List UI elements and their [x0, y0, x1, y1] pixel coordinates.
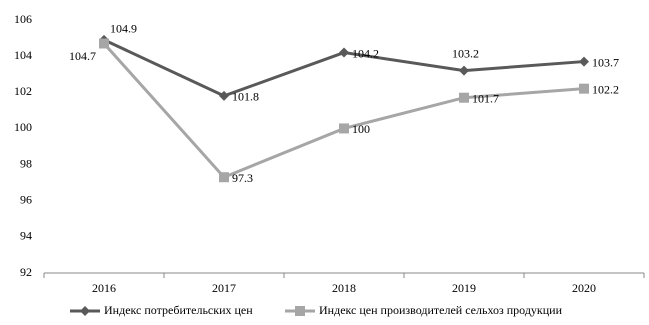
series-line	[102, 42, 585, 180]
y-tick-label: 104	[14, 48, 32, 62]
point	[579, 83, 589, 94]
data-label: 101.7	[472, 91, 499, 105]
point	[459, 92, 469, 103]
point	[339, 47, 349, 58]
legend-marker	[80, 306, 90, 316]
data-label: 103.7	[592, 55, 619, 69]
data-label: 97.3	[232, 171, 253, 185]
point	[219, 90, 229, 101]
legend-label: Индекс цен производителей сельхоз продук…	[319, 303, 563, 317]
data-label: 104.7	[69, 49, 96, 63]
point	[99, 38, 109, 49]
x-tick-label: 2020	[572, 281, 596, 295]
y-tick-label: 94	[20, 229, 32, 243]
data-label: 101.8	[232, 90, 259, 104]
y-tick-label: 100	[14, 120, 32, 134]
data-label: 103.2	[452, 46, 479, 60]
legend-marker	[295, 306, 305, 316]
legend-label: Индекс потребительских цен	[104, 303, 253, 317]
data-label: 100	[352, 122, 370, 136]
point	[339, 123, 349, 134]
y-tick-label: 96	[20, 192, 32, 206]
x-tick-label: 2017	[212, 281, 236, 295]
y-tick-label: 106	[14, 12, 32, 26]
y-tick-label: 92	[20, 265, 32, 279]
point	[459, 65, 469, 76]
x-tick-label: 2019	[452, 281, 476, 295]
point	[219, 172, 229, 183]
y-tick-label: 98	[20, 156, 32, 170]
data-label: 104.9	[110, 22, 137, 36]
x-tick-label: 2016	[92, 281, 116, 295]
x-tick-label: 2018	[332, 281, 356, 295]
data-label: 104.2	[352, 46, 379, 60]
y-tick-label: 102	[14, 84, 32, 98]
point	[579, 56, 589, 67]
data-label: 102.2	[592, 82, 619, 96]
